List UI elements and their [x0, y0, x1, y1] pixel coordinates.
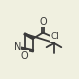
Text: N: N	[14, 42, 21, 52]
Text: O: O	[39, 17, 47, 27]
Text: O: O	[21, 51, 28, 61]
Text: Cl: Cl	[51, 32, 60, 41]
